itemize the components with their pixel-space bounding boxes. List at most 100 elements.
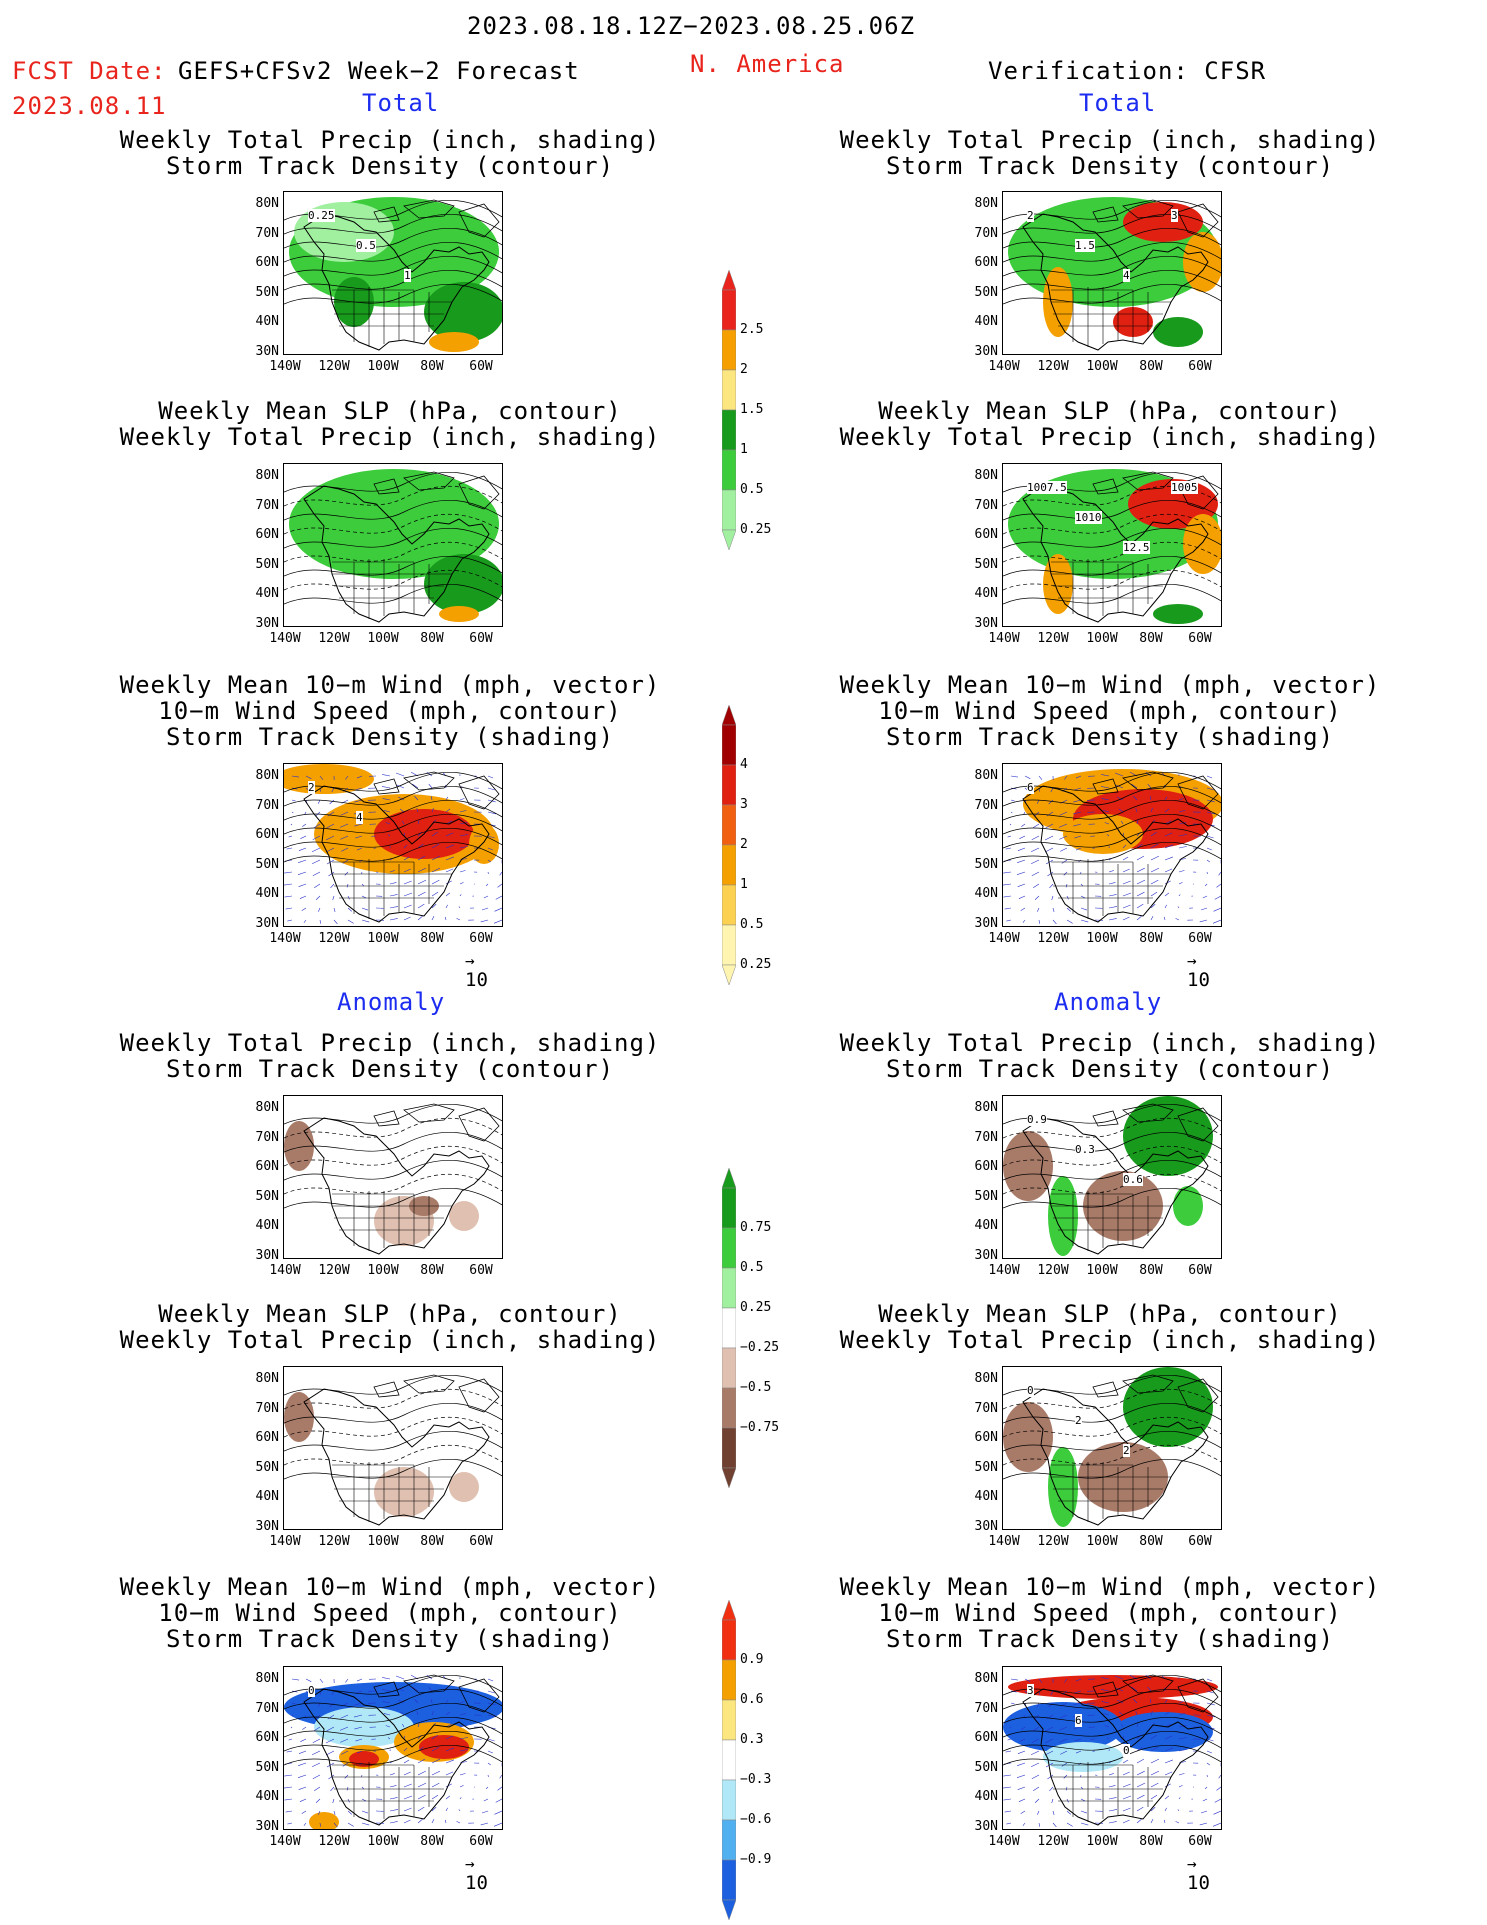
lat-tick-label: 50N xyxy=(974,284,998,300)
lat-tick-label: 30N xyxy=(255,1518,279,1534)
lat-tick-label: 80N xyxy=(255,196,279,211)
lat-tick-label: 60N xyxy=(974,1730,998,1745)
lat-tick-label: 50N xyxy=(255,1759,279,1775)
map-forecast-6-plot xyxy=(284,1667,502,1829)
lon-tick-label: 60W xyxy=(469,1534,493,1549)
lon-tick-label: 80W xyxy=(420,1834,444,1849)
contour-label: 2 xyxy=(1075,1414,1082,1427)
map-forecast-2 xyxy=(283,463,503,627)
colorbar-tick-label: 0.5 xyxy=(740,482,764,497)
vector-reference-value: 10 xyxy=(1187,1872,1210,1894)
panel-title-forecast-3-line: 10−m Wind Speed (mph, contour) xyxy=(158,697,622,725)
map-verification-6 xyxy=(1002,1666,1222,1830)
lon-tick-label: 80W xyxy=(1139,631,1163,646)
lon-tick-label: 100W xyxy=(1086,1834,1118,1849)
panel-title-forecast-1-line: Storm Track Density (contour) xyxy=(165,152,615,180)
lat-tick-label: 70N xyxy=(974,797,998,813)
lat-tick-label: 50N xyxy=(255,284,279,300)
lat-tick-label: 30N xyxy=(974,1818,998,1834)
section-anomaly-forecast: Anomaly xyxy=(337,988,446,1016)
lon-tick-label: 120W xyxy=(318,631,350,646)
lat-tick-label: 70N xyxy=(974,225,998,241)
panel-title-forecast-5-line: Weekly Mean SLP (hPa, contour) xyxy=(158,1300,622,1328)
panel-title-verification-3-line: Weekly Mean 10−m Wind (mph, vector) xyxy=(839,671,1381,699)
contour-label: 1007.5 xyxy=(1027,481,1067,494)
lat-tick-label: 60N xyxy=(974,1159,998,1174)
panel-title-forecast-6-line: Weekly Mean 10−m Wind (mph, vector) xyxy=(119,1573,661,1601)
lat-tick-label: 60N xyxy=(255,1730,279,1745)
lon-tick-label: 60W xyxy=(1188,1834,1212,1849)
lat-tick-label: 40N xyxy=(974,1218,998,1233)
colorbar-tick-label: −0.75 xyxy=(740,1420,780,1435)
section-anomaly-verification: Anomaly xyxy=(1054,988,1163,1016)
colorbar-tick-label: 0.75 xyxy=(740,1220,772,1235)
lon-tick-label: 120W xyxy=(318,931,350,946)
colorbar-tick-label: −0.5 xyxy=(740,1380,772,1395)
lat-tick-label: 60N xyxy=(255,827,279,842)
lon-tick-label: 60W xyxy=(1188,631,1212,646)
lat-tick-label: 40N xyxy=(255,1789,279,1804)
lon-tick-label: 140W xyxy=(988,931,1020,946)
lat-tick-label: 30N xyxy=(255,615,279,631)
lon-tick-label: 80W xyxy=(420,359,444,374)
vector-reference-arrow: → xyxy=(1187,1854,1197,1873)
contour-label: 0 xyxy=(1027,1384,1034,1397)
panel-title-forecast-3-line: Weekly Mean 10−m Wind (mph, vector) xyxy=(119,671,661,699)
lon-tick-label: 80W xyxy=(420,1534,444,1549)
lon-tick-label: 100W xyxy=(367,359,399,374)
lon-tick-label: 80W xyxy=(1139,1534,1163,1549)
lat-tick-label: 30N xyxy=(974,1518,998,1534)
lon-tick-label: 140W xyxy=(269,1534,301,1549)
lon-tick-label: 120W xyxy=(1037,1534,1069,1549)
colorbar-tick-label: 0.6 xyxy=(740,1692,764,1707)
panel-title-verification-1-line: Weekly Total Precip (inch, shading) xyxy=(839,126,1381,154)
lon-tick-label: 100W xyxy=(1086,359,1118,374)
map-forecast-5-plot xyxy=(284,1367,502,1529)
map-verification-1-plot xyxy=(1003,192,1221,354)
colorbar-storm-total-bar xyxy=(721,704,737,986)
contour-label: 2 xyxy=(1123,1444,1130,1457)
lat-tick-label: 30N xyxy=(974,915,998,931)
map-forecast-4 xyxy=(283,1095,503,1259)
lat-tick-label: 80N xyxy=(974,768,998,783)
lat-tick-label: 30N xyxy=(255,1818,279,1834)
lon-tick-label: 80W xyxy=(1139,1834,1163,1849)
lon-tick-label: 80W xyxy=(1139,359,1163,374)
lat-tick-label: 50N xyxy=(974,856,998,872)
lon-tick-label: 120W xyxy=(318,1534,350,1549)
lat-tick-label: 30N xyxy=(255,343,279,359)
contour-label: 0.25 xyxy=(308,209,335,222)
lon-tick-label: 100W xyxy=(1086,931,1118,946)
vector-reference-arrow: → xyxy=(465,1854,475,1873)
lat-tick-label: 40N xyxy=(255,1218,279,1233)
contour-label: 4 xyxy=(356,811,363,824)
lat-tick-label: 50N xyxy=(255,856,279,872)
lon-tick-label: 120W xyxy=(1037,931,1069,946)
fcst-date-label: FCST Date: xyxy=(12,57,167,85)
lat-tick-label: 40N xyxy=(255,886,279,901)
map-verification-5-plot xyxy=(1003,1367,1221,1529)
colorbar-tick-label: 0.9 xyxy=(740,1652,764,1667)
panel-title-forecast-3-line: Storm Track Density (shading) xyxy=(165,723,615,751)
section-total-verification: Total xyxy=(1079,89,1157,117)
panel-title-verification-1-line: Storm Track Density (contour) xyxy=(885,152,1335,180)
lat-tick-label: 70N xyxy=(974,1129,998,1145)
lat-tick-label: 60N xyxy=(255,527,279,542)
panel-title-forecast-4-line: Weekly Total Precip (inch, shading) xyxy=(119,1029,661,1057)
lat-tick-label: 50N xyxy=(974,556,998,572)
lat-tick-label: 50N xyxy=(974,1188,998,1204)
lat-tick-label: 40N xyxy=(974,314,998,329)
lon-tick-label: 120W xyxy=(1037,1834,1069,1849)
contour-label: 1 xyxy=(404,269,411,282)
lon-tick-label: 60W xyxy=(469,631,493,646)
lat-tick-label: 60N xyxy=(974,255,998,270)
lon-tick-label: 60W xyxy=(1188,1534,1212,1549)
contour-label: 6 xyxy=(1027,781,1034,794)
map-forecast-4-plot xyxy=(284,1096,502,1258)
contour-label: 2 xyxy=(1027,209,1034,222)
colorbar-tick-label: 1 xyxy=(740,877,748,892)
lat-tick-label: 30N xyxy=(974,343,998,359)
lon-tick-label: 60W xyxy=(469,359,493,374)
lon-tick-label: 120W xyxy=(318,359,350,374)
lat-tick-label: 50N xyxy=(255,1188,279,1204)
